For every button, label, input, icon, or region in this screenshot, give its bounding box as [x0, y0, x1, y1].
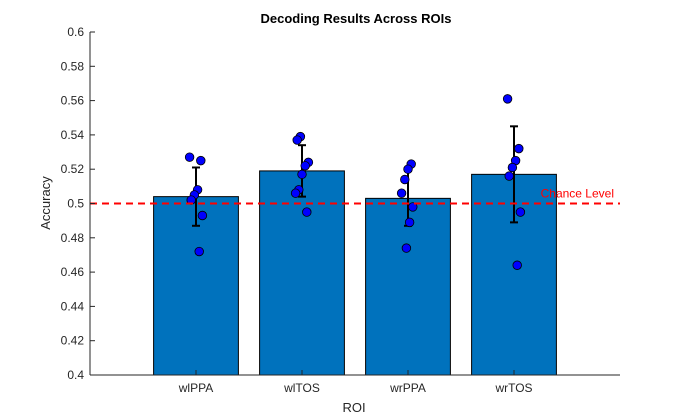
x-tick-label-wrTOS: wrTOS [494, 381, 532, 395]
y-tick-label: 0.4 [67, 368, 84, 382]
y-tick-label: 0.54 [61, 128, 85, 142]
y-tick-label: 0.52 [61, 162, 85, 176]
data-point-wrPPA [396, 188, 407, 198]
y-tick-label: 0.6 [67, 25, 84, 39]
data-point-wrTOS [502, 94, 513, 104]
y-tick-label: 0.48 [61, 231, 85, 245]
data-point-wrPPA [400, 174, 410, 185]
data-point-wrPPA [401, 243, 412, 253]
x-tick-label-wlTOS: wlTOS [283, 381, 320, 395]
y-tick-label: 0.56 [61, 94, 85, 108]
y-tick-label: 0.5 [67, 197, 84, 211]
data-point-wlPPA [197, 210, 208, 221]
y-tick-label: 0.46 [61, 265, 85, 279]
y-tick-label: 0.42 [61, 334, 85, 348]
x-tick-label-wlPPA: wlPPA [178, 381, 213, 395]
data-point-wlPPA [194, 246, 204, 257]
data-point-wrTOS [507, 162, 518, 173]
data-point-wrTOS [512, 260, 522, 270]
data-point-wrPPA [403, 164, 413, 174]
y-tick-label: 0.44 [61, 299, 85, 313]
data-point-wlTOS [300, 161, 310, 171]
chart-title: Decoding Results Across ROIs [261, 11, 452, 26]
data-point-wlTOS [290, 188, 301, 198]
y-tick-label: 0.58 [61, 59, 85, 73]
data-point-wlTOS [302, 207, 312, 217]
x-tick-label-wrPPA: wrPPA [389, 381, 426, 395]
data-point-wlPPA [184, 152, 195, 162]
x-axis-label: ROI [342, 400, 365, 415]
data-point-wrPPA [408, 202, 418, 212]
y-axis-label: Accuracy [38, 176, 53, 230]
chance-level-label: Chance Level [541, 187, 614, 201]
data-point-wrPPA [404, 217, 415, 228]
data-point-wlTOS [297, 169, 307, 180]
data-point-wrTOS [515, 207, 526, 217]
data-point-wrTOS [514, 143, 524, 154]
data-point-wlTOS [292, 135, 302, 145]
bar-wlTOS [259, 170, 345, 376]
data-point-wrTOS [504, 171, 514, 181]
data-point-wlPPA [196, 155, 206, 166]
